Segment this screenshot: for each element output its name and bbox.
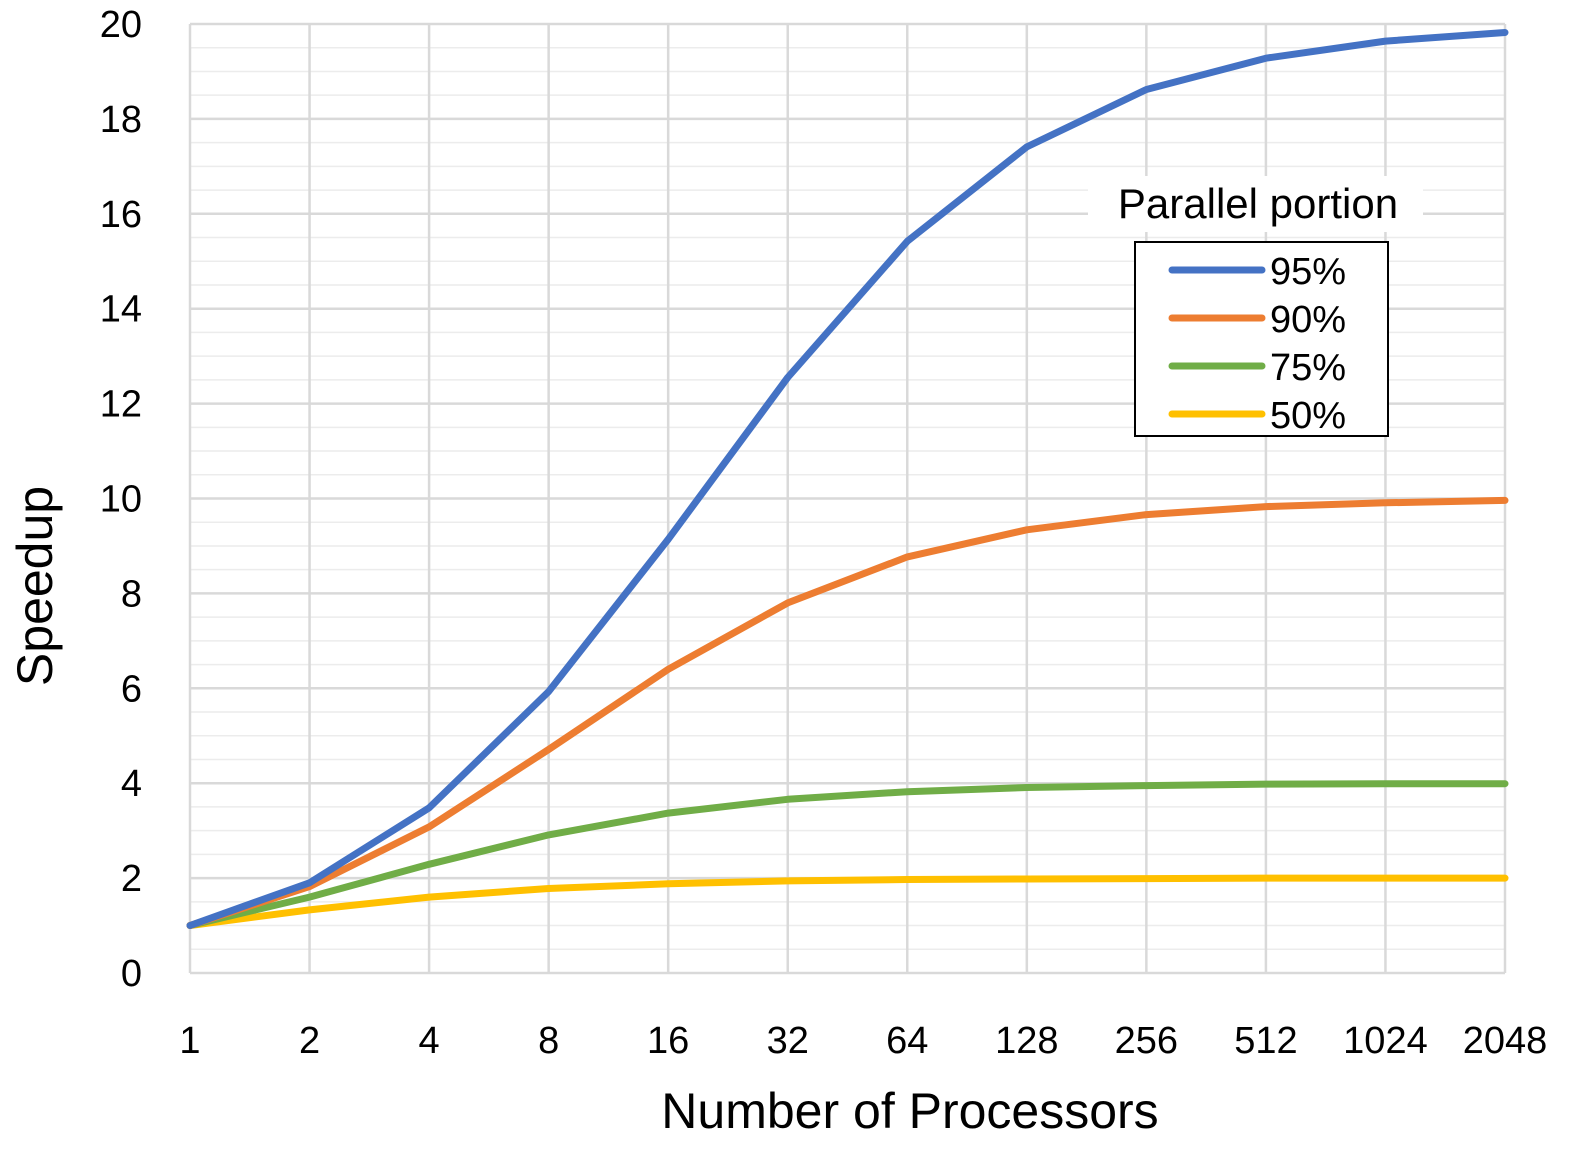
y-tick-label: 4 <box>121 763 142 805</box>
y-tick-label: 10 <box>100 479 142 521</box>
x-tick-label: 16 <box>647 1020 689 1062</box>
x-tick-label: 8 <box>538 1020 559 1062</box>
x-axis-tick-labels: 1 2 4 8 16 32 64 128 256 512 1024 2048 <box>179 1020 1547 1062</box>
x-tick-label: 256 <box>1115 1020 1178 1062</box>
series-line-50pct <box>186 874 1509 929</box>
legend-box <box>1134 241 1389 437</box>
legend-label: 50% <box>1270 395 1346 437</box>
y-tick-label: 18 <box>100 99 142 141</box>
legend-title-background <box>1088 176 1423 232</box>
y-tick-label: 6 <box>121 668 142 710</box>
legend-label: 95% <box>1270 251 1346 293</box>
x-tick-label: 1024 <box>1343 1020 1428 1062</box>
legend-label: 90% <box>1270 299 1346 341</box>
legend: Parallel portion 95% 90% 75% 50% <box>1088 176 1423 437</box>
legend-title: Parallel portion <box>1118 180 1398 227</box>
x-tick-label: 128 <box>995 1020 1058 1062</box>
x-tick-label: 2 <box>299 1020 320 1062</box>
y-tick-label: 8 <box>121 573 142 615</box>
y-tick-label: 2 <box>121 858 142 900</box>
y-tick-label: 14 <box>100 289 142 331</box>
series-line-75pct <box>186 780 1509 929</box>
x-axis-title: Number of Processors <box>661 1083 1158 1139</box>
legend-label: 75% <box>1270 347 1346 389</box>
y-axis-title: Speedup <box>7 486 63 686</box>
y-tick-label: 0 <box>121 953 142 995</box>
x-tick-label: 4 <box>419 1020 440 1062</box>
x-tick-label: 1 <box>179 1020 200 1062</box>
x-tick-label: 32 <box>767 1020 809 1062</box>
y-tick-label: 16 <box>100 194 142 236</box>
series-line-95pct <box>186 29 1509 929</box>
y-tick-label: 20 <box>100 4 142 46</box>
series-line-90pct <box>186 496 1509 929</box>
x-tick-label: 64 <box>886 1020 928 1062</box>
series-lines <box>186 29 1509 929</box>
y-tick-label: 12 <box>100 384 142 426</box>
x-tick-label: 2048 <box>1463 1020 1548 1062</box>
y-axis-tick-labels: 0 2 4 6 8 10 12 14 16 18 20 <box>100 4 142 995</box>
legend-items: 95% 90% 75% 50% <box>1168 251 1346 437</box>
x-tick-label: 512 <box>1234 1020 1297 1062</box>
